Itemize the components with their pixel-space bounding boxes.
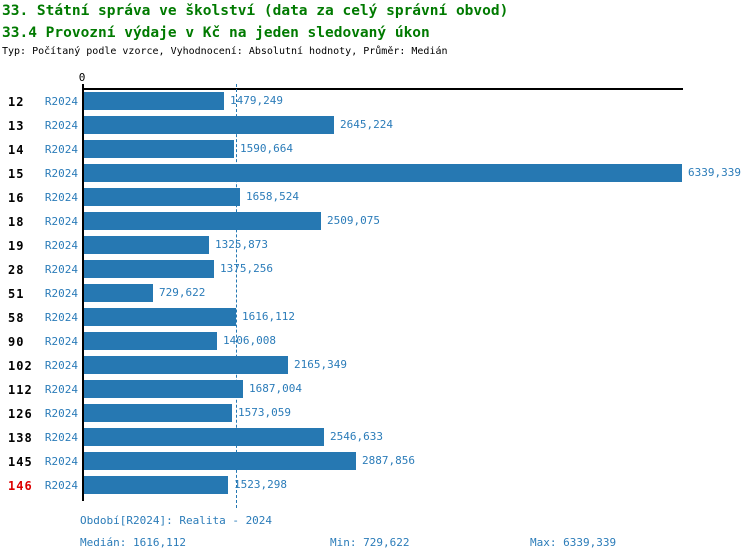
- chart-row: 146 R2024 1523,298: [0, 474, 750, 498]
- row-series-label: R2024: [44, 143, 78, 156]
- footer-period: Období[R2024]: Realita - 2024: [80, 514, 273, 527]
- chart-row: 112 R2024 1687,004: [0, 378, 750, 402]
- row-series-label: R2024: [44, 383, 78, 396]
- row-category-label: 18: [8, 215, 25, 229]
- row-series-label: R2024: [44, 311, 78, 324]
- row-series-label: R2024: [44, 191, 78, 204]
- page-title: 33. Státní správa ve školství (data za c…: [2, 3, 509, 19]
- row-category-label: 145: [8, 455, 33, 469]
- row-category-label: 13: [8, 119, 25, 133]
- row-bar: [84, 212, 321, 230]
- chart-row: 58 R2024 1616,112: [0, 306, 750, 330]
- row-bar: [84, 260, 214, 278]
- row-bar: [84, 236, 209, 254]
- chart-row: 14 R2024 1590,664: [0, 138, 750, 162]
- row-value-label: 6339,339: [688, 166, 741, 179]
- row-bar: [84, 428, 324, 446]
- row-value-label: 2645,224: [340, 118, 393, 131]
- chart-row: 102 R2024 2165,349: [0, 354, 750, 378]
- row-series-label: R2024: [44, 167, 78, 180]
- row-series-label: R2024: [44, 359, 78, 372]
- row-bar: [84, 188, 240, 206]
- chart-row: 145 R2024 2887,856: [0, 450, 750, 474]
- row-value-label: 1573,059: [238, 406, 291, 419]
- row-category-label: 138: [8, 431, 33, 445]
- row-bar: [84, 404, 232, 422]
- row-bar: [84, 140, 234, 158]
- row-value-label: 2546,633: [330, 430, 383, 443]
- chart-row: 126 R2024 1573,059: [0, 402, 750, 426]
- row-bar: [84, 92, 224, 110]
- row-series-label: R2024: [44, 263, 78, 276]
- row-category-label: 146: [8, 479, 33, 493]
- chart-row: 13 R2024 2645,224: [0, 114, 750, 138]
- row-value-label: 1325,873: [215, 238, 268, 251]
- chart-row: 12 R2024 1479,249: [0, 90, 750, 114]
- row-category-label: 19: [8, 239, 25, 253]
- footer-max: Max: 6339,339: [530, 536, 617, 549]
- row-value-label: 2887,856: [362, 454, 415, 467]
- row-category-label: 112: [8, 383, 33, 397]
- chart-row: 18 R2024 2509,075: [0, 210, 750, 234]
- row-category-label: 90: [8, 335, 25, 349]
- row-bar: [84, 452, 356, 470]
- chart-row: 138 R2024 2546,633: [0, 426, 750, 450]
- row-series-label: R2024: [44, 95, 78, 108]
- row-category-label: 51: [8, 287, 25, 301]
- row-value-label: 1479,249: [230, 94, 283, 107]
- chart-row: 16 R2024 1658,524: [0, 186, 750, 210]
- row-bar: [84, 116, 334, 134]
- row-value-label: 1375,256: [220, 262, 273, 275]
- row-category-label: 102: [8, 359, 33, 373]
- row-bar: [84, 332, 217, 350]
- row-bar: [84, 308, 236, 326]
- row-value-label: 1406,008: [223, 334, 276, 347]
- row-category-label: 16: [8, 191, 25, 205]
- row-value-label: 2165,349: [294, 358, 347, 371]
- row-bar: [84, 380, 243, 398]
- y-axis-line: [82, 84, 84, 501]
- chart-row: 51 R2024 729,622: [0, 282, 750, 306]
- row-series-label: R2024: [44, 335, 78, 348]
- chart-row: 15 R2024 6339,339: [0, 162, 750, 186]
- row-bar: [84, 284, 153, 302]
- row-series-label: R2024: [44, 287, 78, 300]
- row-category-label: 28: [8, 263, 25, 277]
- row-series-label: R2024: [44, 407, 78, 420]
- row-value-label: 2509,075: [327, 214, 380, 227]
- row-series-label: R2024: [44, 479, 78, 492]
- row-value-label: 1687,004: [249, 382, 302, 395]
- chart-row: 28 R2024 1375,256: [0, 258, 750, 282]
- row-category-label: 126: [8, 407, 33, 421]
- row-bar: [84, 476, 228, 494]
- median-line: [236, 84, 238, 508]
- row-value-label: 1523,298: [234, 478, 287, 491]
- chart-row: 19 R2024 1325,873: [0, 234, 750, 258]
- page-subtitle: 33.4 Provozní výdaje v Kč na jeden sledo…: [2, 25, 430, 41]
- footer-min: Min: 729,622: [330, 536, 410, 549]
- row-series-label: R2024: [44, 119, 78, 132]
- row-series-label: R2024: [44, 431, 78, 444]
- row-value-label: 1590,664: [240, 142, 293, 155]
- row-category-label: 12: [8, 95, 25, 109]
- footer-median: Medián: 1616,112: [80, 536, 186, 549]
- row-category-label: 14: [8, 143, 25, 157]
- row-category-label: 15: [8, 167, 25, 181]
- row-value-label: 1616,112: [242, 310, 295, 323]
- meta-line: Typ: Počítaný podle vzorce, Vyhodnocení:…: [2, 46, 448, 57]
- row-series-label: R2024: [44, 455, 78, 468]
- x-axis-zero-label: 0: [78, 71, 86, 84]
- chart-rows: 12 R2024 1479,249 13 R2024 2645,224 14 R2024 159…: [0, 90, 750, 498]
- row-value-label: 1658,524: [246, 190, 299, 203]
- chart-row: 90 R2024 1406,008: [0, 330, 750, 354]
- row-category-label: 58: [8, 311, 25, 325]
- row-bar: [84, 164, 682, 182]
- row-series-label: R2024: [44, 239, 78, 252]
- row-series-label: R2024: [44, 215, 78, 228]
- row-bar: [84, 356, 288, 374]
- row-value-label: 729,622: [159, 286, 206, 299]
- x-axis-top-line: [82, 88, 683, 90]
